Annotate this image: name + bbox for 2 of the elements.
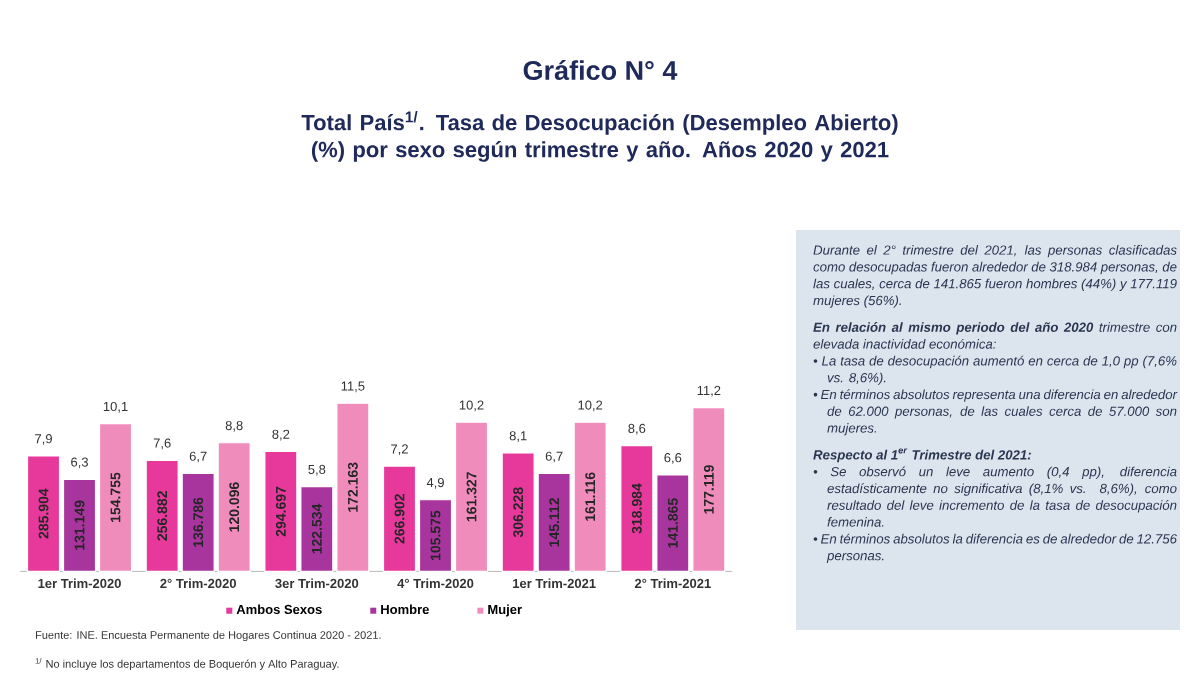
chart-subtitle: Total País$^{1/}$. Tasa de Desocupación (Desempleo Abierto) (%) por sexo según trimestre y año. Años 2020 y 2021 (301, 111, 898, 162)
chart-title: Gráfico N° 4 (523, 59, 678, 80)
